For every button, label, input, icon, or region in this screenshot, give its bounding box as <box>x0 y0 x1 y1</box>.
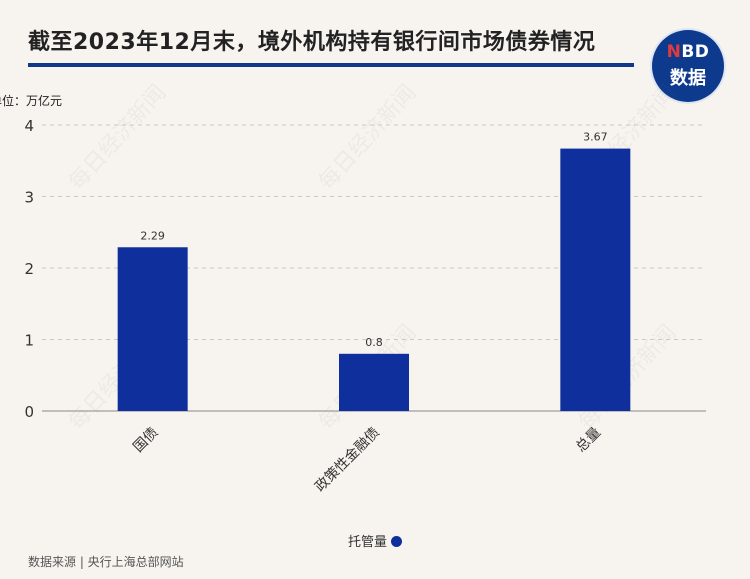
logo-text-nbd: NBD <box>666 42 710 62</box>
x-axis-ticks: 国债 政策性金融债 总量 <box>130 424 604 495</box>
title-underline <box>28 63 634 67</box>
data-labels: 2.29 0.8 3.67 <box>140 131 607 349</box>
data-label: 3.67 <box>583 131 608 144</box>
data-label: 2.29 <box>140 229 165 242</box>
y-tick-label: 4 <box>24 117 34 135</box>
y-tick-label: 1 <box>24 332 34 350</box>
y-tick-label: 3 <box>24 189 34 207</box>
source-note: 数据来源 | 央行上海总部网站 <box>28 555 184 569</box>
bar <box>117 247 188 411</box>
legend-swatch <box>391 536 402 547</box>
chart-title: 截至2023年12月末，境外机构持有银行间市场债券情况 <box>28 30 596 55</box>
bar <box>560 148 631 411</box>
y-tick-label: 0 <box>24 403 34 421</box>
nbd-logo: NBD 数据 <box>652 30 724 102</box>
x-tick-label: 政策性金融债 <box>311 424 382 495</box>
data-label: 0.8 <box>365 336 383 349</box>
legend-label: 托管量 <box>347 535 387 550</box>
x-tick-label: 总量 <box>573 425 604 456</box>
legend[interactable]: 托管量 <box>0 531 750 550</box>
logo-text-data: 数据 <box>670 68 706 89</box>
y-axis-ticks: 0 1 2 3 4 <box>24 117 34 421</box>
unit-label: 单位：万亿元 <box>0 94 63 108</box>
bar <box>339 353 409 411</box>
x-tick-label: 国债 <box>130 425 161 456</box>
bars <box>117 148 631 411</box>
y-tick-label: 2 <box>24 260 34 278</box>
